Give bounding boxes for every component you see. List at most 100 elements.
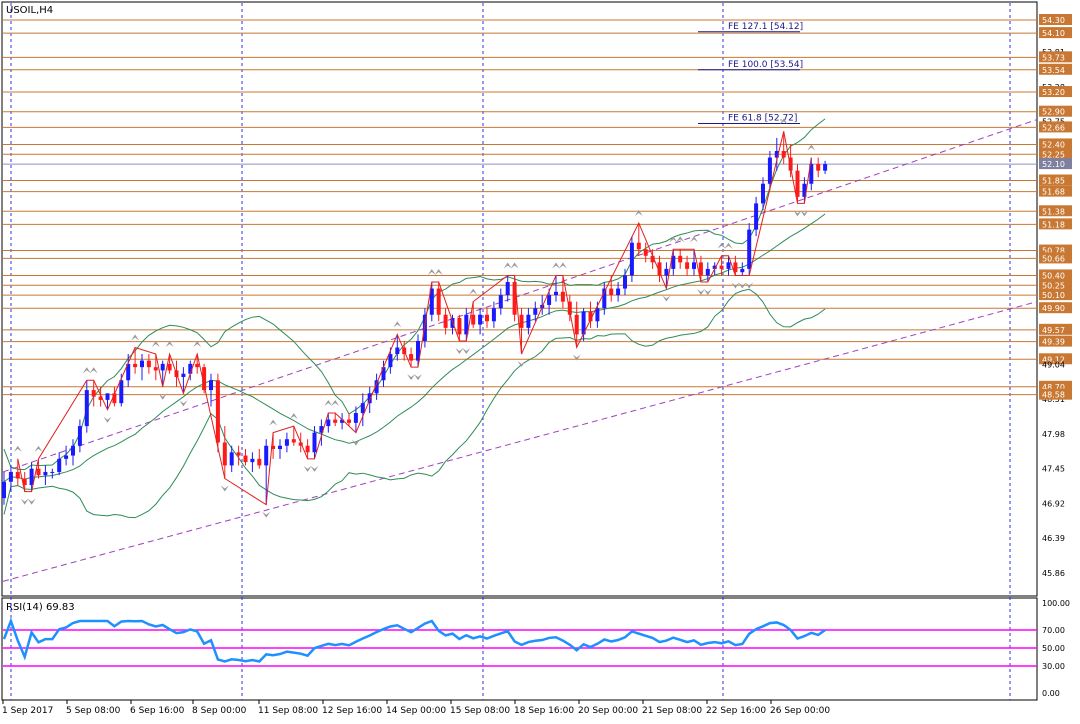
price-tag <box>1039 205 1072 217</box>
fractal-up-marker <box>393 321 402 328</box>
candle-body <box>305 445 310 453</box>
fractal-up-marker <box>676 236 685 243</box>
candle-body <box>574 314 579 335</box>
candle-body <box>788 157 793 171</box>
candle-body <box>284 439 289 446</box>
candle-body <box>692 262 696 269</box>
x-axis-label: 21 Sep 08:00 <box>642 706 702 716</box>
candle-body <box>140 360 144 368</box>
y-axis-label: 53.20 <box>1042 88 1065 97</box>
candle-body <box>636 242 641 250</box>
y-axis-label: 52.40 <box>1042 140 1065 149</box>
candle-body <box>581 311 586 335</box>
fractal-down-marker <box>745 282 754 289</box>
candle-body <box>464 314 469 335</box>
fractal-up-marker <box>634 210 643 217</box>
fractal-down-marker <box>27 498 36 505</box>
x-axis-label: 5 Sep 08:00 <box>66 706 121 716</box>
candle-body <box>153 367 158 371</box>
candle-body <box>519 314 524 328</box>
price-tag <box>1039 252 1072 264</box>
candle-body <box>795 170 800 197</box>
x-axis-label: 18 Sep 16:00 <box>514 706 574 716</box>
price-tag <box>1039 174 1072 186</box>
candle-body <box>726 262 731 269</box>
y-axis-label: 50.10 <box>1042 291 1065 300</box>
candle-body <box>188 363 193 374</box>
price-tag <box>1039 289 1072 301</box>
y-axis-label: 49.12 <box>1042 355 1065 364</box>
candle-body <box>422 314 427 341</box>
candle-body <box>678 255 683 263</box>
candle-body <box>767 157 772 184</box>
candle-body <box>761 183 765 204</box>
price-tag <box>1039 51 1072 63</box>
y-axis-label: 49.04 <box>1042 361 1065 370</box>
candle-body <box>429 288 434 315</box>
candle-body <box>733 262 738 273</box>
fractal-up-marker <box>724 242 733 249</box>
candle-body <box>491 308 496 322</box>
x-axis-label: 14 Sep 00:00 <box>386 706 446 716</box>
candle-body <box>602 288 607 309</box>
fractal-up-marker <box>89 367 98 374</box>
candle-body <box>740 268 745 273</box>
candle-body <box>809 164 814 184</box>
price-tag <box>1039 63 1072 75</box>
zigzag-line <box>17 131 812 506</box>
candle-body <box>347 419 351 423</box>
price-tag <box>1039 121 1072 133</box>
candle-body <box>360 403 365 413</box>
bollinger-middle <box>3 213 826 483</box>
y-axis-label: 53.54 <box>1042 66 1065 75</box>
candle-body <box>8 471 13 482</box>
candle-body <box>243 455 248 463</box>
candle-body <box>250 458 255 463</box>
fractal-up-marker <box>690 236 698 243</box>
rsi-line <box>2 617 826 663</box>
candle-body <box>505 282 510 296</box>
candle-body <box>781 151 786 158</box>
fractal-down-marker <box>303 465 312 472</box>
fractal-down-marker <box>462 347 471 354</box>
candle-body <box>754 203 759 230</box>
candle-body <box>547 295 552 305</box>
candle-body <box>685 262 690 269</box>
y-axis-label: 47.98 <box>1042 430 1065 439</box>
price-tag <box>1039 269 1072 281</box>
y-axis-label: 50.40 <box>1042 271 1065 280</box>
x-axis-label: 20 Sep 00:00 <box>578 706 638 716</box>
candle-body <box>91 390 96 397</box>
candle-body <box>57 458 62 472</box>
candle-body <box>774 151 779 158</box>
y-axis-label: 52.66 <box>1042 123 1065 132</box>
candle-body <box>29 468 34 486</box>
fractal-up-marker <box>434 269 443 275</box>
fractal-up-marker <box>34 445 43 452</box>
y-axis-label: 54.30 <box>1042 16 1065 25</box>
symbol-title: USOIL,H4 <box>6 5 53 16</box>
fractal-down-marker <box>310 465 319 472</box>
fractal-up-marker <box>269 419 278 426</box>
fractal-down-marker <box>262 511 271 518</box>
y-axis-label: 52.90 <box>1042 108 1065 117</box>
candle-body <box>215 380 220 443</box>
fractal-up-marker <box>289 413 298 420</box>
fractal-down-marker <box>20 498 29 505</box>
x-axis-label: 1 Sep 2017 <box>2 706 53 716</box>
candle-body <box>374 380 379 394</box>
fractal-down-marker <box>731 282 740 289</box>
y-axis-label: 50.66 <box>1042 254 1065 263</box>
candle-body <box>84 390 89 427</box>
fractal-down-marker <box>179 400 188 407</box>
candle-body <box>416 340 420 361</box>
candle-body <box>498 295 503 309</box>
candle-body <box>257 458 262 466</box>
candle-body <box>119 380 124 404</box>
y-axis-label: 51.68 <box>1042 188 1065 197</box>
candle-body <box>712 265 717 269</box>
candle-body <box>229 452 234 466</box>
price-tag <box>1039 302 1072 314</box>
